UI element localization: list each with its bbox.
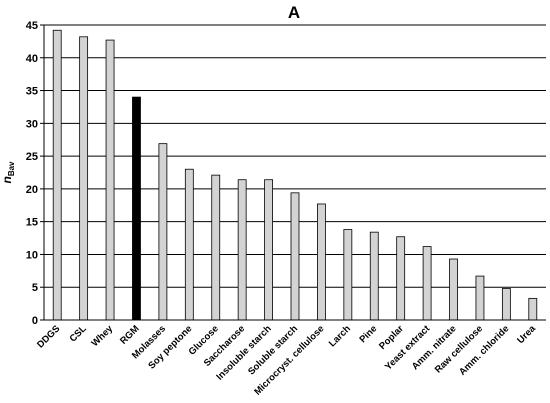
y-axis-label-subscript: Bav xyxy=(7,161,16,176)
y-axis-label-main: n xyxy=(0,176,14,183)
y-tick-label: 10 xyxy=(26,249,38,261)
bar-saccharose xyxy=(237,179,247,321)
bar-soy-peptone xyxy=(184,168,194,321)
y-tick-label: 40 xyxy=(26,53,38,65)
x-tick-label: RGM xyxy=(118,323,142,347)
bar-csl xyxy=(79,36,89,321)
y-tick-label: 25 xyxy=(26,151,38,163)
y-tick-label: 30 xyxy=(26,118,38,130)
chart-title: A xyxy=(288,3,300,22)
bar-soluble-starch xyxy=(290,192,300,321)
bar-amm-chloride xyxy=(501,288,511,321)
y-tick-label: 15 xyxy=(26,217,38,229)
y-axis-label: nBav xyxy=(0,161,16,184)
x-tick-label: DDGS xyxy=(35,323,62,350)
gridlines xyxy=(44,24,546,288)
y-tick-label: 45 xyxy=(26,20,38,32)
bar-yeast-extract xyxy=(422,246,432,321)
bar-whey xyxy=(105,39,115,321)
bar-rgm xyxy=(132,96,141,321)
x-tick-label: Urea xyxy=(515,323,538,346)
bar-larch xyxy=(343,229,353,321)
bars xyxy=(52,29,538,321)
bar-microcryst-cellulose xyxy=(317,203,326,321)
x-tick-label: Pine xyxy=(357,323,379,345)
y-tick-label: 20 xyxy=(26,184,38,196)
y-axis-ticks: 0 5 10 15 20 25 30 35 40 45 xyxy=(26,20,44,327)
bar-ddgs xyxy=(52,29,62,321)
bar-amm-nitrate xyxy=(449,258,458,321)
bar-insoluble-starch xyxy=(264,179,273,321)
x-tick-label: Larch xyxy=(327,323,353,349)
bar-pine xyxy=(369,231,379,321)
x-tick-label: Whey xyxy=(89,323,115,349)
bar-urea xyxy=(528,297,538,321)
y-tick-label: 5 xyxy=(32,282,38,294)
y-tick-label: 0 xyxy=(32,315,38,327)
bar-molasses xyxy=(158,143,168,321)
y-tick-label: 35 xyxy=(26,86,38,98)
x-tick-label: CSL xyxy=(68,323,89,344)
bar-poplar xyxy=(396,236,406,321)
bar-raw-cellulose xyxy=(475,275,485,321)
bar-glucose xyxy=(211,174,221,321)
